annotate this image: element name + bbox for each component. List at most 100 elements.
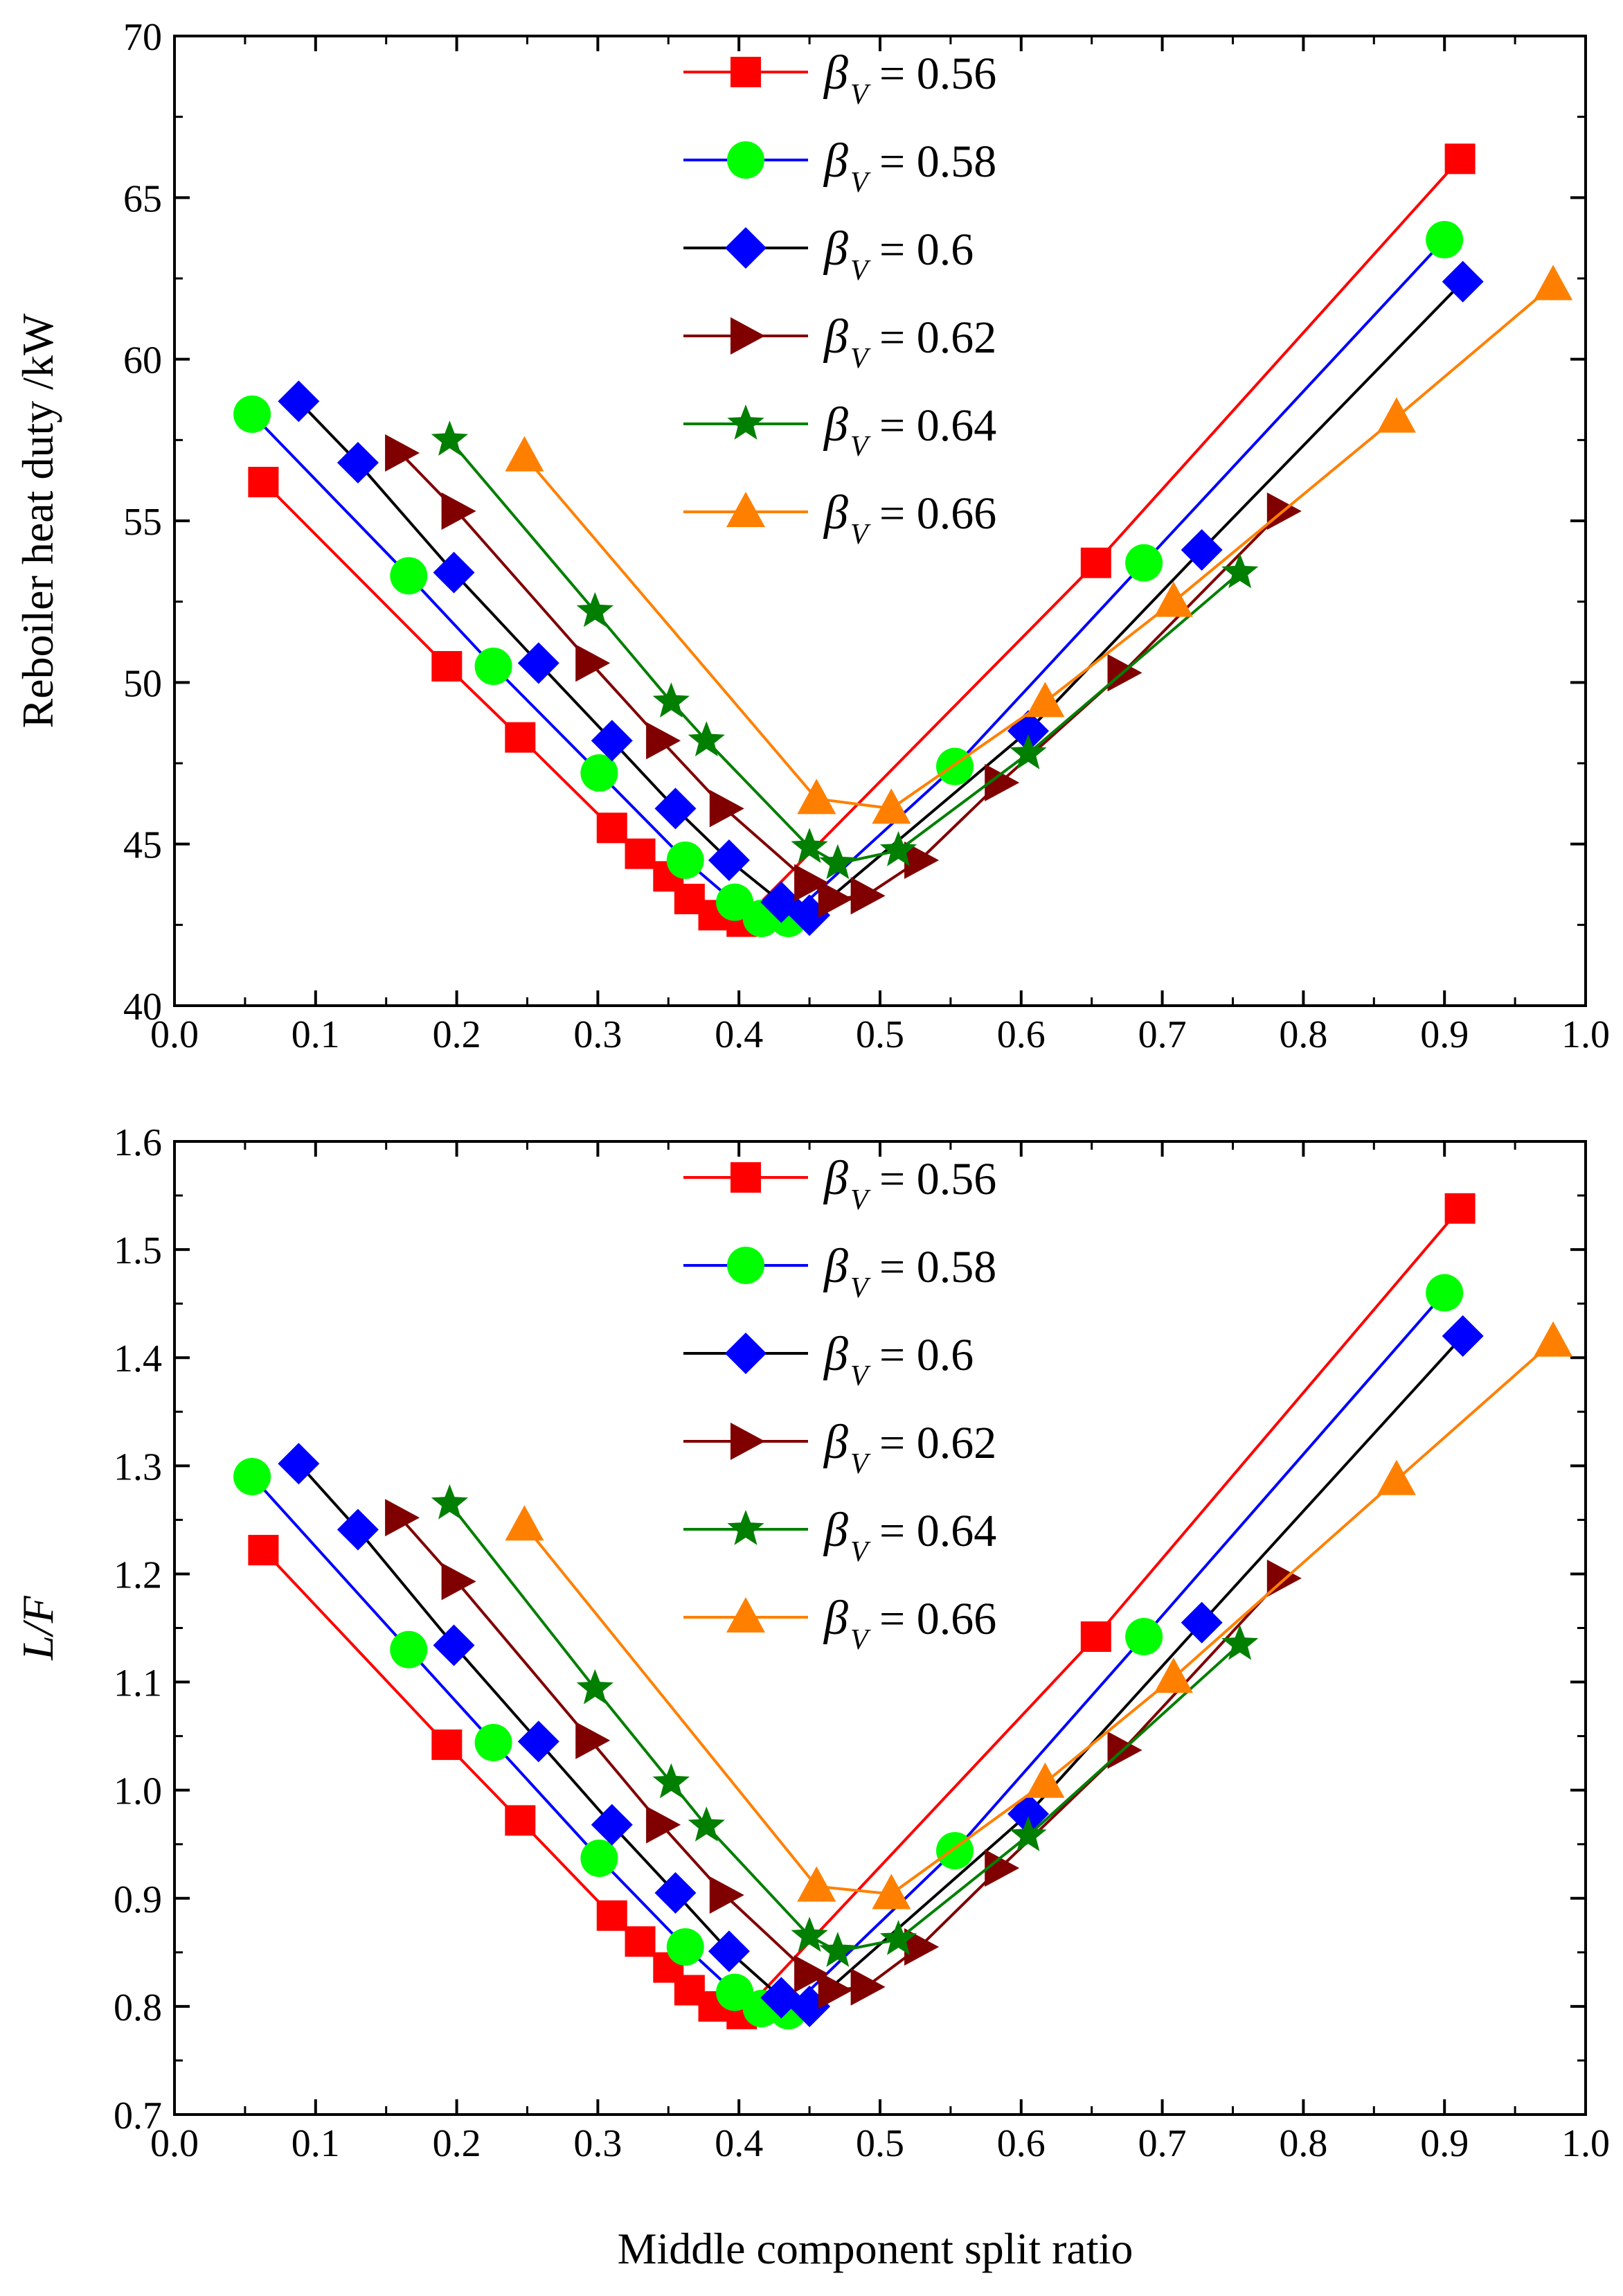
data-point xyxy=(337,442,379,483)
legend-marker xyxy=(725,1333,766,1374)
x-tick-label: 0.0 xyxy=(150,1013,199,1056)
data-point xyxy=(819,1932,857,1967)
data-point xyxy=(1125,544,1163,582)
data-point xyxy=(904,842,940,879)
y-tick-label: 1.2 xyxy=(114,1554,162,1596)
legend-beta-symbol: β xyxy=(823,134,848,188)
series-2 xyxy=(233,221,1464,937)
x-tick-label: 0.6 xyxy=(997,1013,1046,1056)
legend-subscript: V xyxy=(850,167,871,199)
data-point xyxy=(1444,1193,1476,1224)
series-4 xyxy=(385,1499,1302,2009)
bottom-chart-liquid-to-feed-ratio: 0.0 0.1 0.2 0.3 0.4 0.5 0.6 0.7 0.8 0.9 1.0 0.7 0.8 0… xyxy=(13,1121,1610,2165)
data-point xyxy=(431,651,463,682)
data-point xyxy=(850,1968,886,2006)
legend-marker xyxy=(726,492,765,527)
legend-label: = 0.58 xyxy=(879,136,996,187)
legend-marker xyxy=(727,141,764,179)
legend-entry: β V = 0.64 xyxy=(683,398,996,463)
data-point xyxy=(233,395,271,433)
series-line xyxy=(262,1207,1462,2015)
y-tick-label: 1.6 xyxy=(114,1121,162,1164)
legend-label: = 0.6 xyxy=(879,224,974,275)
legend-label: = 0.56 xyxy=(879,48,996,99)
legend-subscript: V xyxy=(850,255,871,287)
x-tick-label: 0.0 xyxy=(150,2122,199,2165)
data-point xyxy=(872,1874,911,1910)
y-tick-label: 0.7 xyxy=(114,2094,162,2137)
y-tick-label: 60 xyxy=(123,339,162,382)
legend-subscript: V xyxy=(850,1624,871,1656)
legend-beta-symbol: β xyxy=(823,486,848,540)
series-1 xyxy=(248,1193,1476,2029)
series-line xyxy=(297,1335,1464,2008)
data-point xyxy=(596,1900,627,1931)
data-point xyxy=(431,1729,463,1761)
legend-entry: β V = 0.64 xyxy=(683,1504,996,1568)
data-point xyxy=(1154,1657,1193,1693)
legend-subscript: V xyxy=(850,1448,871,1480)
legend-marker xyxy=(725,227,766,269)
legend-entry: β V = 0.62 xyxy=(683,310,996,375)
legend-entry: β V = 0.58 xyxy=(683,1240,996,1304)
data-point xyxy=(936,747,974,785)
data-point xyxy=(233,1457,271,1495)
data-point xyxy=(575,1721,611,1759)
legend-beta-symbol: β xyxy=(823,1504,848,1557)
legend-label: = 0.64 xyxy=(879,1506,996,1556)
y-tick-label: 1.0 xyxy=(114,1770,162,1813)
data-point xyxy=(591,720,633,762)
data-point xyxy=(797,778,836,815)
y-tick-label: 1.5 xyxy=(114,1229,162,1272)
legend-marker xyxy=(730,317,765,355)
legend-marker xyxy=(727,1510,764,1545)
data-point xyxy=(708,839,750,881)
legend-marker xyxy=(730,1423,765,1460)
data-point xyxy=(646,722,681,760)
x-tick-label: 0.6 xyxy=(997,2122,1046,2165)
series-1 xyxy=(248,143,1476,937)
legend-beta-symbol: β xyxy=(823,1240,848,1293)
data-point xyxy=(1025,682,1065,718)
data-point xyxy=(431,420,468,456)
series-5 xyxy=(431,420,1259,880)
data-point xyxy=(576,1668,613,1705)
legend-subscript: V xyxy=(850,1184,871,1216)
data-point xyxy=(666,842,704,879)
legend-beta-symbol: β xyxy=(823,1152,848,1205)
x-tick-label: 0.1 xyxy=(292,2122,340,2165)
data-point xyxy=(1442,260,1484,303)
series-6 xyxy=(505,1321,1573,1910)
legend-label: = 0.62 xyxy=(879,1418,996,1468)
x-tick-label: 1.0 xyxy=(1561,1013,1610,1056)
legend-label: = 0.62 xyxy=(879,312,996,363)
legend-entry: β V = 0.6 xyxy=(683,222,974,287)
y-tick-label: 65 xyxy=(123,177,162,220)
data-point xyxy=(278,380,320,422)
data-point xyxy=(591,1804,633,1846)
data-point xyxy=(709,1876,744,1914)
data-point xyxy=(1534,265,1573,301)
data-point xyxy=(1221,553,1259,589)
legend-entry: β V = 0.62 xyxy=(683,1416,996,1480)
x-tick-label: 0.4 xyxy=(715,1013,763,1056)
data-point xyxy=(505,722,536,753)
data-point xyxy=(1181,529,1223,571)
legend-beta-symbol: β xyxy=(823,1328,848,1381)
y-tick-label: 1.3 xyxy=(114,1445,162,1488)
legend-entry: β V = 0.66 xyxy=(683,1592,996,1656)
y-tick-label: 0.9 xyxy=(114,1878,162,1921)
legend-marker xyxy=(727,404,764,440)
data-point xyxy=(1221,1624,1259,1660)
data-point xyxy=(625,838,656,869)
legend-marker xyxy=(730,1162,761,1193)
data-point xyxy=(1426,1274,1464,1312)
data-point xyxy=(596,812,627,844)
legend-marker xyxy=(727,1247,764,1284)
x-tick-label: 0.8 xyxy=(1279,2122,1327,2165)
data-point xyxy=(431,1484,468,1520)
legend-label: = 0.6 xyxy=(879,1330,974,1380)
legend-beta-symbol: β xyxy=(823,310,848,364)
data-point xyxy=(794,864,830,902)
